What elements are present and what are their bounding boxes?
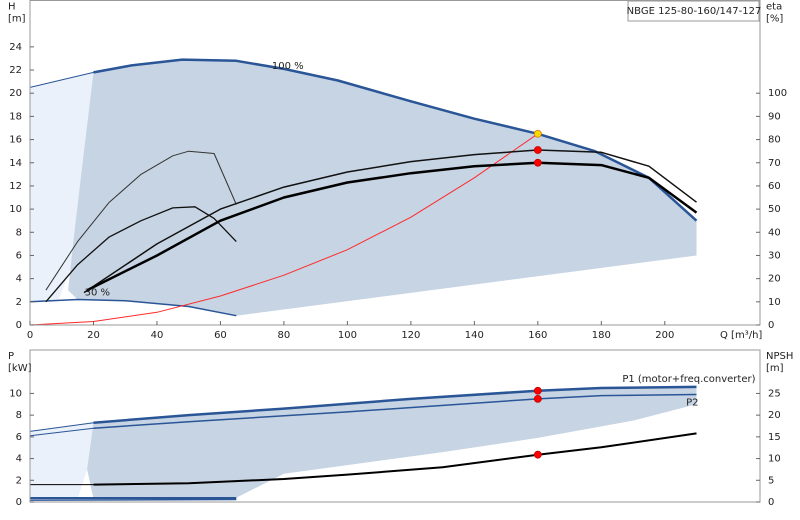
y-tick-label: 12 xyxy=(9,181,22,192)
curve xyxy=(86,161,698,292)
curve-label: 30 % xyxy=(85,288,110,299)
y-tick-label: 6 xyxy=(16,250,22,261)
title-box xyxy=(627,0,760,22)
duty-point xyxy=(533,146,542,154)
curve xyxy=(29,427,94,437)
y-axis-label: [m] xyxy=(8,14,26,25)
y2-tick-label: 5 xyxy=(768,475,774,486)
y2-tick-label: 20 xyxy=(768,410,781,421)
y-tick-label: 16 xyxy=(9,135,22,146)
y2-axis-label: eta xyxy=(766,2,782,13)
x-tick-label: 60 xyxy=(214,330,227,341)
x-tick-label: 180 xyxy=(592,330,611,341)
x-tick-label: 100 xyxy=(338,330,357,341)
y2-tick-label: 10 xyxy=(768,454,781,465)
y-tick-label: 14 xyxy=(9,158,22,169)
y-tick-label: 8 xyxy=(16,410,22,421)
curve xyxy=(83,149,697,294)
duty-point xyxy=(533,158,542,167)
y2-tick-label: 60 xyxy=(768,181,781,192)
y2-tick-label: 90 xyxy=(768,111,781,122)
y2-axis-label: NPSH xyxy=(766,351,793,362)
curve xyxy=(29,71,94,88)
y-tick-label: 22 xyxy=(9,65,22,76)
curve xyxy=(45,206,237,303)
y2-tick-label: 30 xyxy=(768,250,781,261)
duty-point xyxy=(533,450,542,459)
y2-axis-label: [m] xyxy=(766,363,784,374)
duty-point xyxy=(533,394,542,403)
x-tick-label: 20 xyxy=(87,330,100,341)
y-tick-label: 4 xyxy=(16,274,22,285)
y-tick-label: 0 xyxy=(16,497,22,508)
operating-range-area xyxy=(87,386,697,499)
y2-tick-label: 80 xyxy=(768,135,781,146)
y-tick-label: 8 xyxy=(16,227,22,238)
y2-tick-label: 10 xyxy=(768,297,781,308)
curve-label: P1 (motor+freq.converter) xyxy=(622,374,755,385)
curve xyxy=(29,298,237,317)
chart-title: NBGE 125-80-160/147-127 xyxy=(627,6,762,17)
y2-tick-label: 0 xyxy=(768,320,774,331)
plot-panel xyxy=(29,385,697,501)
curve xyxy=(29,422,94,432)
curve-label: P2 xyxy=(686,398,698,409)
y2-tick-label: 15 xyxy=(768,432,781,443)
curve xyxy=(93,432,697,486)
y-axis-label: H xyxy=(8,2,16,13)
plot-frame xyxy=(29,349,761,503)
y-tick-label: 6 xyxy=(16,432,22,443)
duty-point xyxy=(533,386,542,395)
y-tick-label: 2 xyxy=(16,475,22,486)
y-tick-label: 4 xyxy=(16,454,22,465)
curve xyxy=(29,499,237,501)
y-tick-label: 0 xyxy=(16,320,22,331)
y2-tick-label: 50 xyxy=(768,204,781,215)
curve xyxy=(45,150,237,291)
operating-range-area xyxy=(68,59,697,316)
curve xyxy=(93,385,697,424)
y2-axis-label: [%] xyxy=(766,14,783,25)
y-tick-label: 10 xyxy=(9,204,22,215)
operating-range-area xyxy=(30,422,94,499)
curve xyxy=(93,58,698,222)
curve xyxy=(29,133,539,326)
x-tick-label: 40 xyxy=(151,330,164,341)
y-tick-label: 24 xyxy=(9,42,22,53)
x-tick-label: 0 xyxy=(27,330,33,341)
x-tick-label: 80 xyxy=(278,330,291,341)
duty-point xyxy=(533,129,542,138)
y2-tick-label: 70 xyxy=(768,158,781,169)
x-tick-label: 160 xyxy=(528,330,547,341)
x-tick-label: 140 xyxy=(465,330,484,341)
x-tick-label: 200 xyxy=(655,330,674,341)
y-tick-label: 10 xyxy=(9,388,22,399)
y-axis-label: P xyxy=(8,351,14,362)
curve xyxy=(93,393,697,429)
y-axis-label: [kW] xyxy=(8,363,32,374)
y-tick-label: 2 xyxy=(16,297,22,308)
y2-tick-label: 40 xyxy=(768,227,781,238)
y-tick-label: 18 xyxy=(9,111,22,122)
y2-tick-label: 0 xyxy=(768,497,774,508)
y2-tick-label: 25 xyxy=(768,388,781,399)
y-tick-label: 20 xyxy=(9,88,22,99)
y2-tick-label: 20 xyxy=(768,274,781,285)
y2-tick-label: 100 xyxy=(768,88,787,99)
x-tick-label: 120 xyxy=(401,330,420,341)
operating-range-area xyxy=(30,72,94,302)
plot-panel xyxy=(29,58,698,326)
curve-label: 100 % xyxy=(272,61,304,72)
x-axis-label: Q [m³/h] xyxy=(720,330,762,341)
